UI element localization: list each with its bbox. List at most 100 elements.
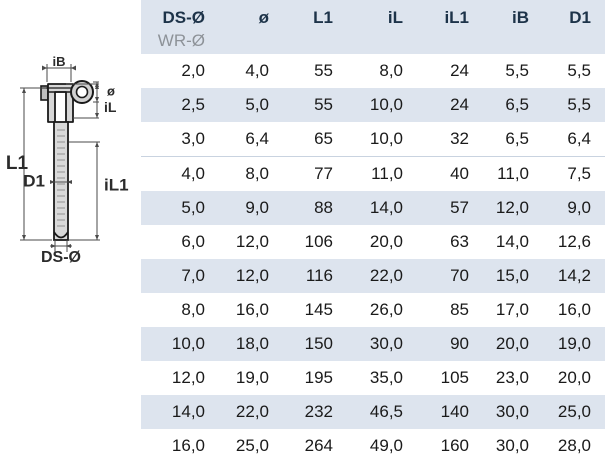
table-cell-c4: 24 xyxy=(450,95,469,114)
table-cell-c6: 20,0 xyxy=(557,368,591,387)
arrow-iL1-top xyxy=(95,142,99,147)
table-cell-c4: 70 xyxy=(450,266,469,285)
table-cell-c0: 4,0 xyxy=(141,156,219,191)
table-cell-c3: 10,0 xyxy=(369,129,403,148)
column-header-ds-primary: DS-Ø xyxy=(162,8,206,27)
table-cell-c6: 7,5 xyxy=(543,156,605,191)
table-cell-c2: 55 xyxy=(314,61,333,80)
arrow-D1-right xyxy=(67,180,72,184)
table-cell-c3: 35,0 xyxy=(369,368,403,387)
table-cell-c6: 5,5 xyxy=(567,95,591,114)
table-cell-c1: 4,0 xyxy=(245,61,269,80)
arrow-L1-bottom xyxy=(22,235,26,240)
specification-table: DS-Ø WR-Ø ø L1 iL xyxy=(141,0,605,463)
table-cell-c2: 116 xyxy=(305,266,333,285)
fork-terminal-drawing: iB xyxy=(6,54,129,266)
table-cell-c1: 6,4 xyxy=(245,129,269,148)
table-row: 5,0 9,0 88 14,0 57 12,0 9,0 xyxy=(141,191,605,225)
dimension-L1 xyxy=(20,87,52,241)
header-spacer xyxy=(483,26,529,49)
table-cell-c0: 14,0 xyxy=(171,402,205,421)
header-row: DS-Ø WR-Ø ø L1 iL xyxy=(141,0,605,54)
column-header-il-primary: iL xyxy=(387,8,403,27)
table-cell-c1: 8,0 xyxy=(219,156,283,191)
table-cell-c0: 16,0 xyxy=(171,436,205,455)
table-cell-c0: 6,0 xyxy=(181,232,205,251)
label-iL1: iL1 xyxy=(104,175,129,194)
table-cell-c6: 12,6 xyxy=(557,232,591,251)
specification-table-container: DS-Ø WR-Ø ø L1 iL xyxy=(141,0,605,473)
table-cell-c4: 24 xyxy=(450,61,469,80)
table-cell-c2: 77 xyxy=(283,156,347,191)
table-cell-c6: 16,0 xyxy=(557,300,591,319)
label-diameter: ø xyxy=(107,83,115,98)
label-DS: DS-Ø xyxy=(41,249,81,266)
column-header-il1-primary: iL1 xyxy=(444,8,469,27)
table-cell-c2: 65 xyxy=(314,129,333,148)
table-cell-c2: 88 xyxy=(314,198,333,217)
table-cell-c6: 9,0 xyxy=(567,198,591,217)
arrow-iL-top xyxy=(95,84,99,89)
table-cell-c0: 2,0 xyxy=(181,61,205,80)
table-cell-c5: 30,0 xyxy=(495,402,529,421)
table-cell-c2: 106 xyxy=(304,232,333,251)
column-header-l1-primary: L1 xyxy=(313,8,333,27)
fork-jaw-body xyxy=(40,80,94,123)
table-cell-c4: 63 xyxy=(450,232,469,251)
table-cell-c5: 6,5 xyxy=(505,129,529,148)
table-cell-c0: 3,0 xyxy=(181,129,205,148)
label-iB: iB xyxy=(53,54,66,69)
label-D1: D1 xyxy=(23,171,45,190)
table-cell-c0: 7,0 xyxy=(181,266,205,285)
table-cell-c6: 14,2 xyxy=(557,266,591,285)
table-cell-c5: 12,0 xyxy=(495,198,529,217)
column-header-il: iL xyxy=(347,0,417,54)
table-cell-c1: 5,0 xyxy=(245,95,269,114)
table-cell-c4: 40 xyxy=(417,156,483,191)
arrow-DS-left xyxy=(51,244,56,248)
table-cell-c3: 49,0 xyxy=(369,436,403,455)
header-spacer xyxy=(543,26,591,49)
arrow-iB-right xyxy=(71,65,76,71)
table-cell-c1: 9,0 xyxy=(245,198,269,217)
table-cell-c4: 160 xyxy=(440,436,469,455)
column-header-il1: iL1 xyxy=(417,0,483,54)
arrow-DS-right xyxy=(66,244,71,248)
header-spacer xyxy=(347,26,403,49)
table-cell-c3: 46,5 xyxy=(369,402,403,421)
table-row: 16,0 25,0 264 49,0 160 30,0 28,0 xyxy=(141,429,605,463)
table-row: 10,0 18,0 150 30,0 90 20,0 19,0 xyxy=(141,327,605,361)
table-body: 2,0 4,0 55 8,0 24 5,5 5,5 2,5 5,0 55 10,0 24 6,5 5,5 3… xyxy=(141,54,605,463)
table-cell-c2: 150 xyxy=(304,334,333,353)
table-cell-c2: 145 xyxy=(304,300,333,319)
header-spacer xyxy=(417,26,469,49)
table-cell-c4: 85 xyxy=(450,300,469,319)
column-header-ds-secondary: WR-Ø xyxy=(157,31,205,50)
table-row: 14,0 22,0 232 46,5 140 30,0 25,0 xyxy=(141,395,605,429)
column-header-l1: L1 xyxy=(283,0,347,54)
table-cell-c1: 19,0 xyxy=(235,368,269,387)
table-cell-c0: 12,0 xyxy=(171,368,205,387)
column-header-ds: DS-Ø WR-Ø xyxy=(141,0,219,54)
table-row: 8,0 16,0 145 26,0 85 17,0 16,0 xyxy=(141,293,605,327)
table-cell-c3: 22,0 xyxy=(369,266,403,285)
table-cell-c6: 28,0 xyxy=(557,436,591,455)
table-cell-c5: 15,0 xyxy=(495,266,529,285)
arrow-iL1-bottom xyxy=(95,235,99,240)
column-header-d1-primary: D1 xyxy=(569,8,591,27)
table-cell-c4: 140 xyxy=(440,402,469,421)
table-cell-c1: 12,0 xyxy=(235,266,269,285)
dimension-iB xyxy=(42,64,76,82)
table-cell-c5: 20,0 xyxy=(495,334,529,353)
table-row: 2,0 4,0 55 8,0 24 5,5 5,5 xyxy=(141,54,605,88)
table-row: 12,0 19,0 195 35,0 105 23,0 20,0 xyxy=(141,361,605,395)
table-cell-c5: 17,0 xyxy=(495,300,529,319)
table-cell-c2: 195 xyxy=(304,368,333,387)
column-header-ib: iB xyxy=(483,0,543,54)
label-iL: iL xyxy=(104,99,117,115)
table-cell-c3: 11,0 xyxy=(347,156,417,191)
table-cell-c6: 6,4 xyxy=(567,129,591,148)
dimension-iL1 xyxy=(69,141,100,241)
table-cell-c3: 8,0 xyxy=(379,61,403,80)
